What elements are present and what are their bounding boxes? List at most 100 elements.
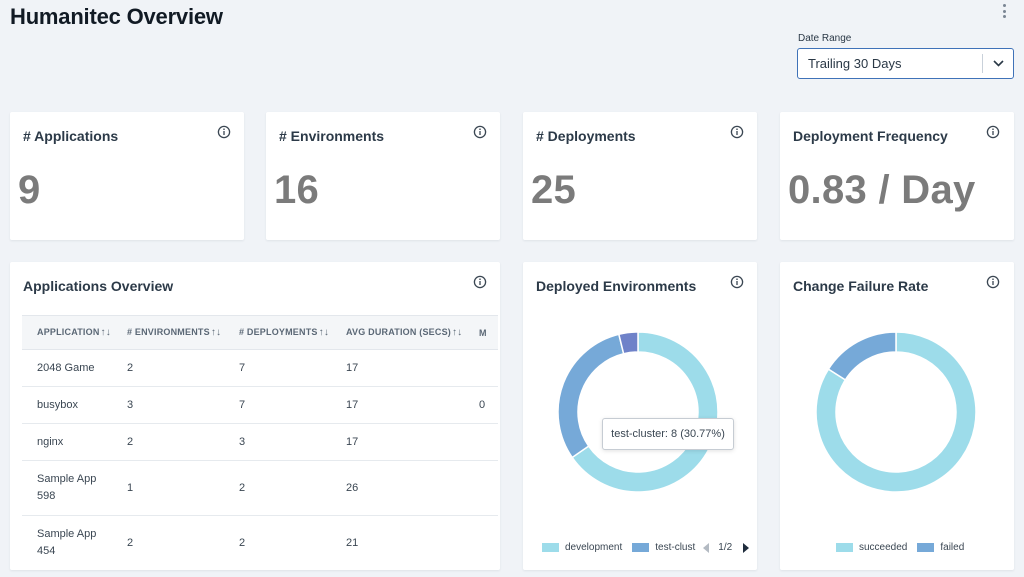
column-header-avg-duration[interactable]: AVG DURATION (SECS)↑↓ xyxy=(331,315,464,350)
cell-m xyxy=(464,515,498,570)
more-options-icon[interactable] xyxy=(998,2,1010,20)
legend-item-succeeded[interactable]: succeeded xyxy=(836,542,907,553)
legend-item-test-cluster[interactable]: test-clust xyxy=(632,542,695,553)
stat-title: Deployment Frequency xyxy=(793,128,948,144)
cell-avg-duration: 17 xyxy=(331,423,464,461)
deployed-environments-donut[interactable] xyxy=(523,302,757,542)
info-icon[interactable] xyxy=(473,275,487,289)
change-failure-rate-donut[interactable] xyxy=(780,302,1014,542)
column-header-application[interactable]: APPLICATION↑↓ xyxy=(22,315,112,350)
legend-item-development[interactable]: development xyxy=(542,542,622,553)
column-header-label: AVG DURATION (SECS) xyxy=(346,327,451,337)
cell-deployments: 7 xyxy=(224,349,331,387)
change-failure-rate-card: Change Failure Rate succeeded failed xyxy=(780,262,1014,570)
info-icon[interactable] xyxy=(986,125,1000,139)
cell-m xyxy=(464,349,498,387)
donut-slice-failed[interactable] xyxy=(827,331,897,381)
table-row[interactable]: nginx 2 3 17 xyxy=(22,423,498,461)
cell-application: 2048 Game xyxy=(22,349,112,387)
stat-card-deployment-frequency: Deployment Frequency 0.83 / Day xyxy=(780,112,1014,240)
info-icon[interactable] xyxy=(217,125,231,139)
legend-swatch xyxy=(542,543,559,552)
cell-environments: 3 xyxy=(112,386,224,424)
cell-m: 0 xyxy=(464,386,498,424)
cell-application: busybox xyxy=(22,386,112,424)
legend-label: succeeded xyxy=(859,542,908,553)
legend-next-icon[interactable] xyxy=(742,542,750,553)
sort-icon[interactable]: ↑↓ xyxy=(318,327,330,338)
chart-legend: succeeded failed xyxy=(836,542,974,553)
date-range-select[interactable]: Trailing 30 Days xyxy=(797,48,1014,79)
table-row[interactable]: busybox 3 7 17 0 xyxy=(22,386,498,424)
info-icon[interactable] xyxy=(730,275,744,289)
sort-icon[interactable]: ↑↓ xyxy=(210,327,222,338)
chevron-down-icon[interactable] xyxy=(983,60,1013,67)
column-header-environments[interactable]: # ENVIRONMENTS↑↓ xyxy=(112,315,224,350)
cell-avg-duration: 26 xyxy=(331,460,464,516)
cell-environments: 2 xyxy=(112,423,224,461)
cell-avg-duration: 17 xyxy=(331,386,464,424)
deployed-environments-card: Deployed Environments test-cluster: 8 (3… xyxy=(523,262,757,570)
chart-legend: development test-clust 1/2 xyxy=(542,542,750,553)
donut-slice-other[interactable] xyxy=(617,331,639,355)
legend-swatch xyxy=(632,543,650,552)
stat-value: 25 xyxy=(531,168,577,212)
cell-m xyxy=(464,460,498,516)
stat-card-environments: # Environments 16 xyxy=(266,112,500,240)
stat-title: # Environments xyxy=(279,128,385,144)
legend-swatch xyxy=(917,543,935,552)
stat-value: 0.83 / Day xyxy=(788,168,976,212)
cell-deployments: 7 xyxy=(224,386,331,424)
sort-icon[interactable]: ↑↓ xyxy=(100,327,111,338)
cell-application: Sample App 598 xyxy=(22,460,112,516)
legend-swatch xyxy=(836,543,853,552)
column-header-deployments[interactable]: # DEPLOYMENTS↑↓ xyxy=(224,315,331,350)
table-row[interactable]: Sample App 598 1 2 26 xyxy=(22,460,498,516)
page-title: Humanitec Overview xyxy=(10,4,223,29)
cell-environments: 1 xyxy=(112,460,224,516)
stat-title: # Deployments xyxy=(536,128,636,144)
select-divider xyxy=(982,54,983,73)
chart-tooltip: test-cluster: 8 (30.77%) xyxy=(602,418,734,450)
info-icon[interactable] xyxy=(473,125,487,139)
table-row[interactable]: Sample App 454 2 2 21 xyxy=(22,515,498,570)
card-title: Change Failure Rate xyxy=(793,278,929,294)
cell-environments: 2 xyxy=(112,515,224,570)
legend-pager: 1/2 xyxy=(718,542,733,553)
info-icon[interactable] xyxy=(986,275,1000,289)
table-header-row: APPLICATION↑↓ # ENVIRONMENTS↑↓ # DEPLOYM… xyxy=(22,315,498,350)
cell-application: Sample App 454 xyxy=(22,515,112,570)
cell-m xyxy=(464,423,498,461)
cell-avg-duration: 17 xyxy=(331,349,464,387)
date-range-label: Date Range xyxy=(798,33,852,44)
stat-card-applications: # Applications 9 xyxy=(10,112,244,240)
card-title: Deployed Environments xyxy=(536,278,697,294)
column-header-label: APPLICATION xyxy=(37,327,100,337)
legend-prev-icon[interactable] xyxy=(703,542,710,553)
sort-icon[interactable]: ↑↓ xyxy=(451,327,463,338)
legend-item-failed[interactable]: failed xyxy=(917,542,964,553)
column-header-label: # DEPLOYMENTS xyxy=(239,327,318,337)
card-title: Applications Overview xyxy=(23,278,174,294)
stat-card-deployments: # Deployments 25 xyxy=(523,112,757,240)
cell-deployments: 3 xyxy=(224,423,331,461)
cell-deployments: 2 xyxy=(224,515,331,570)
donut-slice-succeeded[interactable] xyxy=(815,331,977,493)
stat-value: 9 xyxy=(18,168,41,212)
applications-table: APPLICATION↑↓ # ENVIRONMENTS↑↓ # DEPLOYM… xyxy=(22,315,498,570)
cell-environments: 2 xyxy=(112,349,224,387)
table-row[interactable]: 2048 Game 2 7 17 xyxy=(22,349,498,387)
legend-label: test-clust xyxy=(655,542,696,553)
cell-deployments: 2 xyxy=(224,460,331,516)
donut-slice-development[interactable] xyxy=(571,331,719,493)
cell-avg-duration: 21 xyxy=(331,515,464,570)
cell-application: nginx xyxy=(22,423,112,461)
column-header-truncated[interactable]: M xyxy=(464,315,498,350)
date-range-value: Trailing 30 Days xyxy=(808,56,902,71)
legend-label: development xyxy=(565,542,623,553)
legend-label: failed xyxy=(940,542,965,553)
stat-title: # Applications xyxy=(23,128,119,144)
info-icon[interactable] xyxy=(730,125,744,139)
applications-overview-card: Applications Overview APPLICATION↑↓ # EN… xyxy=(10,262,500,570)
column-header-label: # ENVIRONMENTS xyxy=(127,327,210,337)
